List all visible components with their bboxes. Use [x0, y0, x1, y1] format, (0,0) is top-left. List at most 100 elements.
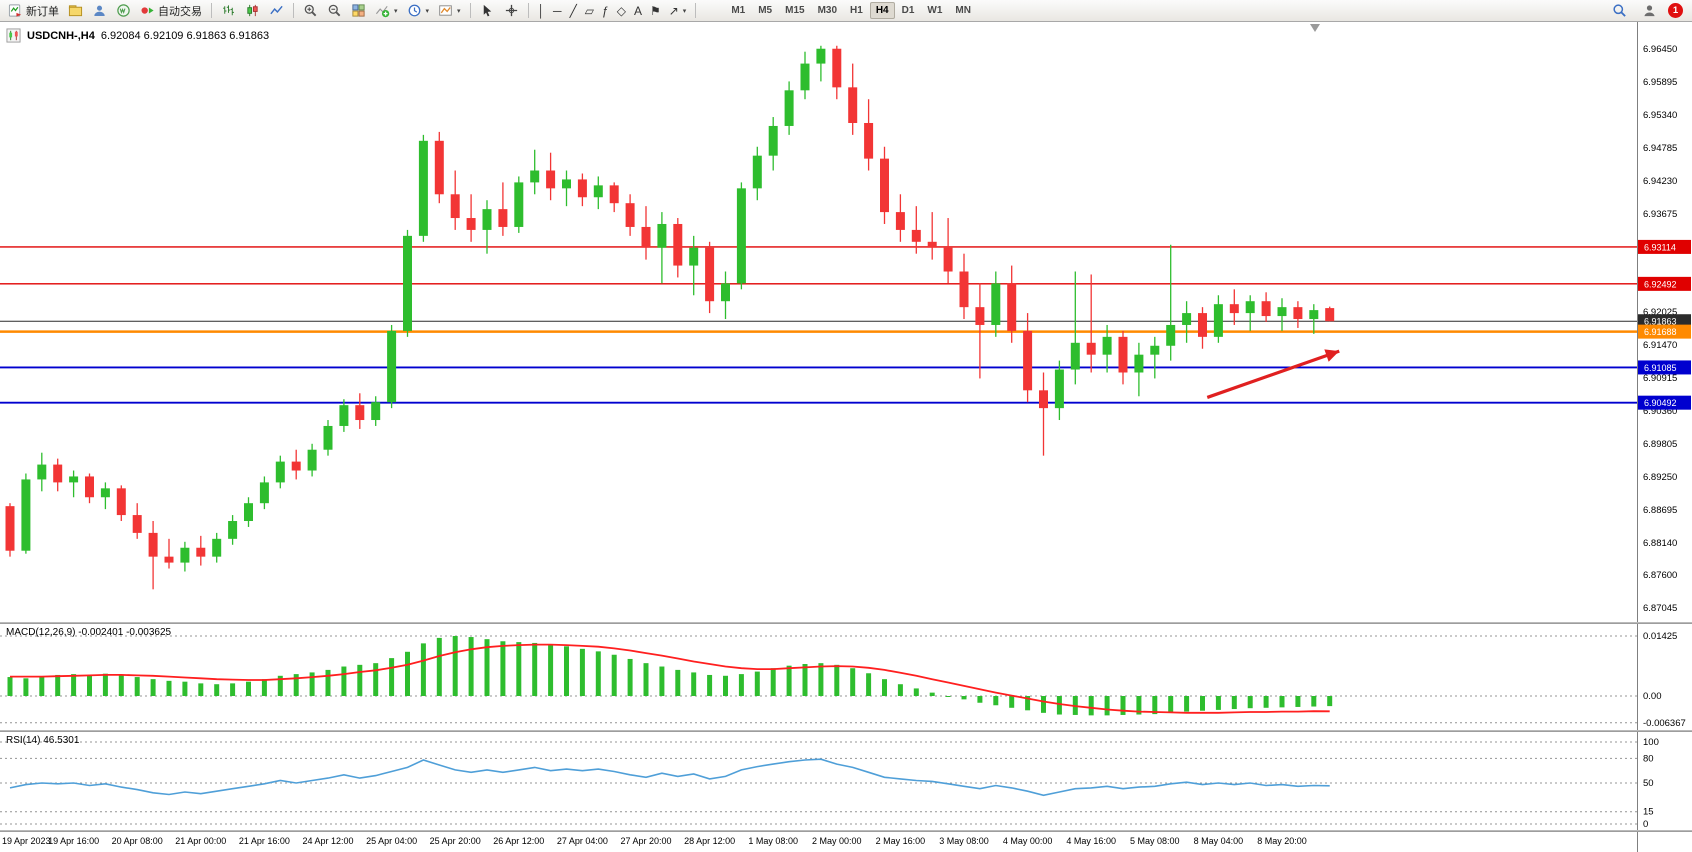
rsi-panel: 100 80 50 15 0 RSI(14) 46.5301	[0, 732, 1692, 830]
arrows-icon: ↗	[668, 3, 679, 18]
svg-text:0.01425: 0.01425	[1643, 631, 1677, 642]
charts-profile-icon	[68, 3, 83, 18]
time-axis-label: 26 Apr 12:00	[493, 836, 545, 846]
panel-divider[interactable]	[0, 830, 1692, 832]
svg-text:6.92025: 6.92025	[1643, 307, 1677, 318]
trendline-button[interactable]: ╱	[566, 1, 581, 20]
svg-text:6.91085: 6.91085	[1644, 363, 1677, 373]
community-profile-button[interactable]	[88, 1, 111, 20]
timeframe-button-m1[interactable]: M1	[725, 2, 751, 19]
chart-title: USDCNH-,H4 6.92084 6.92109 6.91863 6.918…	[6, 28, 269, 43]
timeframe-button-mn[interactable]: MN	[949, 2, 977, 19]
svg-text:-0.006367: -0.006367	[1643, 718, 1686, 729]
trendline-icon: ╱	[569, 3, 577, 18]
text-button[interactable]: A	[630, 1, 646, 20]
time-axis-label: 25 Apr 04:00	[366, 836, 418, 846]
tile-windows-icon	[351, 3, 366, 18]
chevron-down-icon: ▾	[457, 7, 461, 15]
time-axis-label: 20 Apr 08:00	[111, 836, 163, 846]
toolbar-separator	[211, 3, 212, 18]
time-axis-label: 5 May 08:00	[1130, 836, 1180, 846]
community-button[interactable]	[1638, 1, 1661, 20]
price-axis-labels[interactable]: 6.96450 6.95895 6.95340 6.94785 6.94230 6.936…	[1643, 44, 1677, 614]
time-axis-label: 19 Apr 2023	[2, 836, 51, 846]
svg-text:100: 100	[1643, 737, 1659, 748]
zoom-in-button[interactable]	[299, 1, 322, 20]
timeframe-button-h4[interactable]: H4	[869, 2, 895, 19]
timeframe-button-w1[interactable]: W1	[921, 2, 948, 19]
autotrading-button[interactable]: 自动交易	[136, 1, 206, 20]
timeframe-button-m5[interactable]: M5	[752, 2, 778, 19]
toolbar-right-group: 1	[1608, 1, 1688, 20]
panel-divider[interactable]	[0, 622, 1692, 624]
horizontal-line-button[interactable]: ─	[549, 1, 566, 20]
timeframe-button-m30[interactable]: M30	[812, 2, 843, 19]
svg-text:6.91688: 6.91688	[1644, 327, 1677, 337]
svg-text:6.90360: 6.90360	[1643, 406, 1677, 417]
toolbar-separator	[527, 3, 529, 18]
data-window-button[interactable]	[112, 1, 135, 20]
svg-text:0.00: 0.00	[1643, 691, 1662, 702]
search-icon	[1612, 3, 1627, 18]
timeframe-button-d1[interactable]: D1	[896, 2, 921, 19]
svg-text:6.93675: 6.93675	[1643, 209, 1677, 220]
rsi-canvas[interactable]: 100 80 50 150	[0, 732, 1692, 830]
time-axis-label: 3 May 08:00	[939, 836, 989, 846]
time-axis-label: 24 Apr 12:00	[302, 836, 354, 846]
tile-windows-button[interactable]	[347, 1, 370, 20]
svg-text:6.91863: 6.91863	[1644, 317, 1677, 327]
bar-chart-button[interactable]	[217, 1, 240, 20]
zoom-out-button[interactable]	[323, 1, 346, 20]
time-axis[interactable]: 19 Apr 2023 19 Apr 16:00 20 Apr 08:00 21 Ap…	[0, 832, 1692, 852]
horizontal-level-lines[interactable]	[0, 246, 1637, 404]
svg-text:6.92492: 6.92492	[1644, 279, 1677, 289]
timeframe-toolbar: M1 M5 M15 M30 H1 H4 D1 W1 MN	[725, 2, 977, 19]
search-button[interactable]	[1608, 1, 1631, 20]
text-label-icon: ⚑	[649, 3, 661, 18]
shapes-button[interactable]: ◇	[613, 1, 630, 20]
macd-signal-line	[10, 643, 1330, 714]
svg-text:6.96450: 6.96450	[1643, 44, 1677, 55]
time-axis-label: 27 Apr 20:00	[620, 836, 672, 846]
notification-badge[interactable]: 1	[1668, 3, 1683, 18]
person-icon	[1642, 3, 1657, 18]
svg-text:6.93114: 6.93114	[1644, 242, 1676, 252]
timeframe-button-m15[interactable]: M15	[779, 2, 810, 19]
periods-button[interactable]: ▾	[403, 1, 434, 20]
timeframe-button-h1[interactable]: H1	[844, 2, 869, 19]
time-axis-label: 2 May 16:00	[875, 836, 926, 846]
trend-arrow-annotation[interactable]	[1206, 349, 1340, 399]
line-chart-button[interactable]	[265, 1, 288, 20]
svg-text:6.87045: 6.87045	[1643, 603, 1677, 614]
time-axis-label: 4 May 16:00	[1066, 836, 1116, 846]
vertical-line-icon: │	[537, 3, 546, 18]
equidistant-channel-icon: ▱	[584, 3, 595, 18]
cursor-button[interactable]	[476, 1, 499, 20]
autotrading-icon	[140, 3, 155, 18]
macd-canvas[interactable]: 0.01425 0.00 -0.006367	[0, 624, 1692, 730]
charts-profile-button[interactable]	[64, 1, 87, 20]
equidistant-channel-button[interactable]: ▱	[581, 1, 598, 20]
fibonacci-button[interactable]: ƒ	[598, 1, 613, 20]
text-icon: A	[633, 3, 642, 18]
time-axis-label: 8 May 04:00	[1193, 836, 1244, 846]
time-axis-label: 4 May 00:00	[1002, 836, 1053, 846]
text-label-button[interactable]: ⚑	[646, 1, 665, 20]
arrows-button[interactable]: ↗ ▾	[665, 1, 691, 20]
crosshair-button[interactable]	[500, 1, 523, 20]
bar-chart-icon	[221, 3, 236, 18]
svg-text:6.87600: 6.87600	[1643, 570, 1677, 581]
indicators-button[interactable]: ▾	[371, 1, 402, 20]
main-chart-canvas[interactable]: 6.96450 6.95895 6.95340 6.94785 6.94230 6.936…	[0, 22, 1692, 622]
vertical-line-button[interactable]: │	[534, 1, 550, 20]
templates-button[interactable]: ▾	[434, 1, 465, 20]
chevron-down-icon: ▾	[682, 7, 687, 15]
new-order-button[interactable]: 新订单	[4, 1, 63, 20]
ohlc-quote-label: 6.92084 6.92109 6.91863 6.91863	[100, 29, 270, 42]
clock-icon	[407, 3, 422, 18]
indicators-icon	[375, 3, 390, 18]
candlestick-chart-button[interactable]	[241, 1, 264, 20]
chevron-down-icon: ▾	[425, 7, 430, 15]
panel-divider[interactable]	[0, 730, 1692, 732]
time-axis-label: 1 May 08:00	[748, 836, 798, 846]
